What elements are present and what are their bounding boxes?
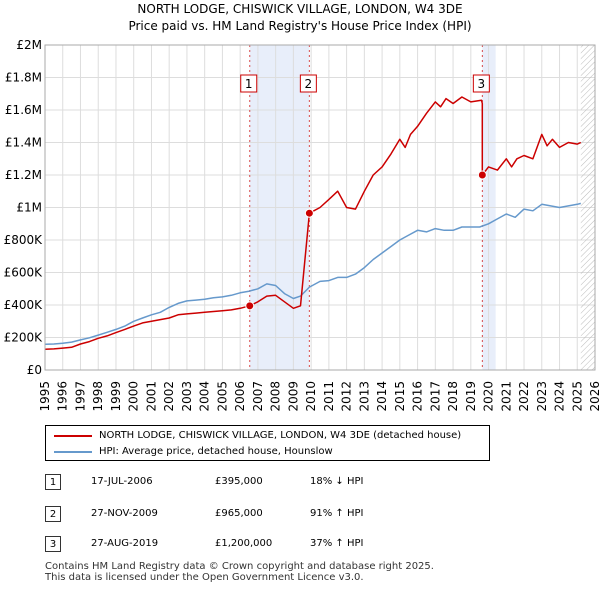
x-tick-label: 2022 (517, 381, 531, 412)
y-tick-label: £200K (4, 331, 44, 345)
sale-label-border (299, 74, 317, 93)
legend-label-property: NORTH LODGE, CHISWICK VILLAGE, LONDON, W… (99, 430, 462, 441)
sale-row: 1 17-JUL-2006 £395,000 18% ↓ HPI (45, 474, 485, 492)
y-tick-label: £800K (4, 233, 44, 247)
x-tick-label: 2021 (499, 381, 513, 412)
x-tick-label: 1999 (109, 381, 123, 412)
x-tick-label: 2000 (127, 381, 141, 412)
x-tick-label: 2016 (411, 381, 425, 412)
sale-hpi-change: 91% ↑ HPI (310, 508, 364, 519)
x-tick-label: 2013 (357, 381, 371, 412)
x-tick-label: 2014 (375, 381, 389, 412)
sale-point (245, 301, 255, 311)
sale-label-box: 1 (240, 74, 258, 93)
x-tick-label: 2012 (340, 381, 354, 412)
footer-attribution: Contains HM Land Registry data © Crown c… (45, 561, 434, 583)
sale-point (477, 170, 487, 180)
x-tick-label: 2025 (570, 381, 584, 412)
x-tick-label: 2011 (322, 381, 336, 412)
x-tick-label: 2023 (535, 381, 549, 412)
sale-label-text: 1 (245, 77, 253, 91)
x-tick-label: 1996 (56, 381, 70, 412)
footer-line1: Contains HM Land Registry data © Crown c… (45, 561, 434, 572)
x-tick-label: 1997 (73, 381, 87, 412)
y-tick-label: £1.8M (5, 71, 42, 85)
sale-label-border (240, 74, 258, 93)
plot-frame (44, 44, 596, 371)
sale-point (304, 208, 314, 218)
legend-swatch-property (54, 435, 92, 437)
y-tick-label: £1.4M (5, 136, 42, 150)
sale-badge: 3 (45, 536, 61, 552)
hpi-series-line (44, 202, 581, 346)
sale-date: 27-NOV-2009 (91, 508, 158, 519)
x-tick-label: 1998 (91, 381, 105, 412)
sale-hpi-change: 18% ↓ HPI (310, 476, 364, 487)
future-hatch-region (580, 45, 595, 370)
legend-label-hpi: HPI: Average price, detached house, Houn… (99, 446, 333, 457)
sale-row: 2 27-NOV-2009 £965,000 91% ↑ HPI (45, 506, 485, 524)
x-tick-label: 2018 (446, 381, 460, 412)
legend-swatch-hpi (54, 451, 92, 453)
property-series-line (44, 96, 582, 350)
x-tick-label: 2008 (269, 381, 283, 412)
x-tick-label: 2024 (553, 381, 567, 412)
sale-date: 17-JUL-2006 (91, 476, 153, 487)
sale-badge: 2 (45, 506, 61, 522)
y-tick-label: £0 (27, 363, 42, 377)
sale-price: £395,000 (215, 476, 263, 487)
sale-badge: 1 (45, 474, 61, 490)
x-tick-label: 2020 (482, 381, 496, 412)
chart-legend: NORTH LODGE, CHISWICK VILLAGE, LONDON, W… (45, 425, 490, 461)
sale-label-border (472, 74, 490, 93)
y-tick-label: £600K (4, 266, 44, 280)
x-tick-label: 2026 (588, 381, 600, 412)
sale-price: £965,000 (215, 508, 263, 519)
x-tick-label: 2004 (198, 381, 212, 412)
x-tick-label: 2005 (215, 381, 229, 412)
x-tick-label: 2001 (144, 381, 158, 412)
x-tick-label: 2003 (180, 381, 194, 412)
sale-label-box: 2 (299, 74, 317, 93)
sale-hpi-change: 37% ↑ HPI (310, 538, 364, 549)
x-tick-label: 1995 (38, 381, 52, 412)
x-tick-label: 2019 (464, 381, 478, 412)
chart-title-line1: NORTH LODGE, CHISWICK VILLAGE, LONDON, W… (137, 2, 463, 16)
sale-price: £1,200,000 (215, 538, 273, 549)
y-tick-label: £2M (16, 38, 42, 52)
chart-title: NORTH LODGE, CHISWICK VILLAGE, LONDON, W… (0, 1, 600, 35)
y-tick-label: £1M (16, 201, 42, 215)
y-tick-label: £1.2M (5, 168, 42, 182)
x-tick-label: 2017 (428, 381, 442, 412)
sale-date: 27-AUG-2019 (91, 538, 159, 549)
x-tick-label: 2010 (304, 381, 318, 412)
x-tick-label: 2002 (162, 381, 176, 412)
sale-row: 3 27-AUG-2019 £1,200,000 37% ↑ HPI (45, 536, 485, 554)
footer-line2: This data is licensed under the Open Gov… (45, 572, 364, 583)
x-tick-label: 2015 (393, 381, 407, 412)
chart-title-line2: Price paid vs. HM Land Registry's House … (128, 19, 472, 33)
x-tick-label: 2006 (233, 381, 247, 412)
sale-label-box: 3 (472, 74, 490, 93)
sale-label-text: 2 (305, 77, 313, 91)
x-tick-label: 2007 (251, 381, 265, 412)
y-tick-label: £1.6M (5, 103, 42, 117)
sale-label-text: 3 (478, 77, 486, 91)
y-tick-label: £400K (4, 298, 44, 312)
x-tick-label: 2009 (286, 381, 300, 412)
